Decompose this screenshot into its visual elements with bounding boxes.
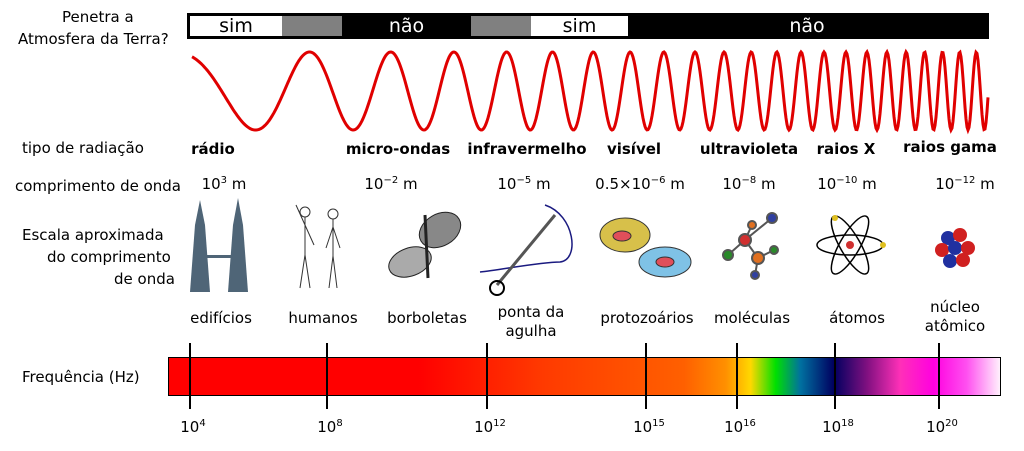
object-line: edifícios [190,309,252,327]
atmosphere-segment: sim [190,16,282,36]
atmosphere-label-1: Penetra a [62,8,134,26]
frequency-tick-label: 1018 [822,418,854,436]
buildings-icon [190,198,248,292]
object-line: agulha [505,322,557,340]
frequency-tick-label: 1012 [474,418,506,436]
scale-object-label: edifícios [190,309,252,328]
molecule-icon [722,212,779,280]
scale-object-label: borboletas [387,309,467,328]
frequency-tick-label: 104 [180,418,206,436]
atmosphere-segment [282,16,342,36]
radiation-type: visível [606,140,662,158]
radiation-type: micro-ondas [345,140,451,158]
object-line: humanos [288,309,358,327]
object-line: moléculas [713,309,791,327]
scale-object-label: núcleo atômico [925,298,985,336]
frequency-tick [189,343,191,409]
humans-icon [295,204,341,289]
scale-label-3: de onda [114,270,175,288]
scale-object-label: ponta da agulha [498,303,565,341]
radiation-type: raios X [816,140,876,158]
wavelength-value: 103 m [201,175,247,193]
frequency-tick-label: 1020 [926,418,958,436]
scale-object-label: átomos [829,309,885,328]
atom-icon [816,215,886,275]
atmosphere-segment [471,16,531,36]
butterfly-icon [388,211,462,279]
wavelength-value: 0.5×10−6 m [595,175,685,193]
object-line: ponta da [497,303,565,321]
object-line: núcleo [930,298,980,316]
protozoa-icon [599,217,692,278]
radiation-type: infravermelho [467,140,587,158]
frequency-spectrum-bar [168,357,1001,396]
frequency-tick-label: 1015 [633,418,665,436]
wavelength-label: comprimento de onda [15,177,181,195]
scale-label-1: Escala aproximada [22,226,164,244]
needle-icon [479,204,573,296]
frequency-tick [736,343,738,409]
frequency-tick [486,343,488,409]
atmosphere-segment: sim [531,16,628,36]
scale-label-2: do comprimento [47,248,171,266]
wavelength-value: 10−5 m [497,175,551,193]
object-line: protozoários [600,309,694,327]
wavelength-value: 10−8 m [722,175,776,193]
frequency-label: Frequência (Hz) [22,368,140,386]
scale-object-label: moléculas [714,309,790,328]
nucleus-icon [935,228,975,268]
frequency-tick [326,343,328,409]
radiation-type: rádio [191,140,235,158]
frequency-tick [645,343,647,409]
frequency-tick-label: 1016 [724,418,756,436]
wavelength-value: 10−10 m [817,175,877,193]
radiation-type: raios gama [903,138,997,156]
radiation-type-label: tipo de radiação [22,139,144,157]
object-line: atômico [924,317,986,335]
wavelength-value: 10−2 m [364,175,418,193]
frequency-tick [834,343,836,409]
scale-object-label: humanos [288,309,357,328]
object-line: borboletas [387,309,467,327]
frequency-tick [938,343,940,409]
radiation-type: ultravioleta [699,140,799,158]
wave-line [191,48,990,135]
atmosphere-segment: não [342,16,471,36]
scale-object-label: protozoários [600,309,693,328]
wavelength-value: 10−12 m [935,175,995,193]
atmosphere-label-2: Atmosfera da Terra? [18,30,169,48]
object-line: átomos [829,309,885,327]
frequency-tick-label: 108 [317,418,343,436]
atmosphere-segment: não [628,16,986,36]
